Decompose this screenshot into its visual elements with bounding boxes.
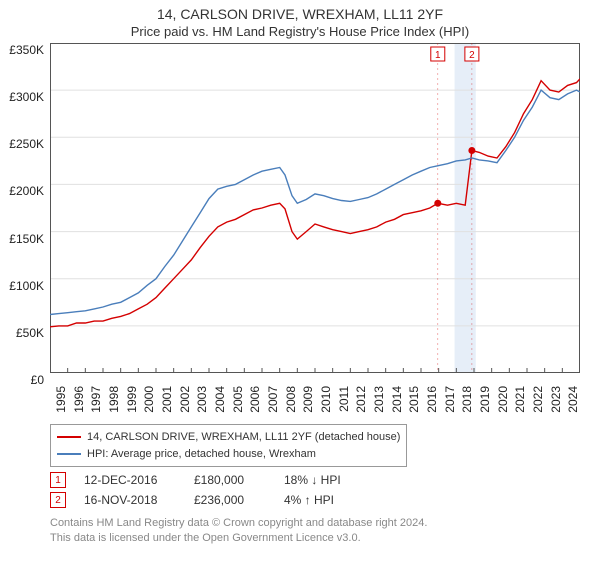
x-tick-label: 2003 xyxy=(195,386,209,413)
x-tick-label: 2014 xyxy=(390,386,404,413)
x-tick-label: 2009 xyxy=(301,386,315,413)
legend-label: 14, CARLSON DRIVE, WREXHAM, LL11 2YF (de… xyxy=(87,429,400,446)
x-tick-label: 1999 xyxy=(125,386,139,413)
event-delta: 4% ↑ HPI xyxy=(284,493,384,507)
y-tick-label: £50K xyxy=(16,326,44,340)
x-tick-label: 1996 xyxy=(72,386,86,413)
x-tick-label: 2020 xyxy=(496,386,510,413)
y-axis: £0£50K£100K£150K£200K£250K£300K£350K xyxy=(0,50,48,380)
footer-line1: Contains HM Land Registry data © Crown c… xyxy=(50,516,427,531)
chart-svg: 12 xyxy=(50,43,580,373)
x-tick-label: 2024 xyxy=(566,386,580,413)
legend-swatch xyxy=(57,436,81,438)
x-tick-label: 2019 xyxy=(478,386,492,413)
legend-label: HPI: Average price, detached house, Wrex… xyxy=(87,446,316,463)
legend: 14, CARLSON DRIVE, WREXHAM, LL11 2YF (de… xyxy=(50,424,407,467)
x-tick-label: 2002 xyxy=(178,386,192,413)
x-tick-label: 1995 xyxy=(54,386,68,413)
footer-line2: This data is licensed under the Open Gov… xyxy=(50,531,427,546)
event-price: £236,000 xyxy=(194,493,284,507)
x-tick-label: 2008 xyxy=(284,386,298,413)
x-tick-label: 2010 xyxy=(319,386,333,413)
event-row: 2 16-NOV-2018£236,0004% ↑ HPI xyxy=(50,492,384,508)
chart-title: 14, CARLSON DRIVE, WREXHAM, LL11 2YF xyxy=(0,6,600,22)
event-date: 16-NOV-2018 xyxy=(84,493,194,507)
x-tick-label: 2001 xyxy=(160,386,174,413)
x-tick-label: 2005 xyxy=(231,386,245,413)
x-tick-label: 2013 xyxy=(372,386,386,413)
event-row: 1 12-DEC-2016£180,00018% ↓ HPI xyxy=(50,472,384,488)
legend-item: 14, CARLSON DRIVE, WREXHAM, LL11 2YF (de… xyxy=(57,429,400,446)
x-tick-label: 2000 xyxy=(142,386,156,413)
y-tick-label: £350K xyxy=(9,43,44,57)
event-delta: 18% ↓ HPI xyxy=(284,473,384,487)
x-tick-label: 2006 xyxy=(248,386,262,413)
x-tick-label: 2011 xyxy=(337,386,351,412)
x-tick-label: 2016 xyxy=(425,386,439,413)
x-tick-label: 2023 xyxy=(549,386,563,413)
event-marker: 1 xyxy=(50,472,66,488)
x-tick-label: 2018 xyxy=(460,386,474,413)
legend-swatch xyxy=(57,453,81,455)
event-date: 12-DEC-2016 xyxy=(84,473,194,487)
legend-item: HPI: Average price, detached house, Wrex… xyxy=(57,446,400,463)
footer: Contains HM Land Registry data © Crown c… xyxy=(50,516,427,546)
y-tick-label: £150K xyxy=(9,232,44,246)
svg-text:1: 1 xyxy=(435,50,441,61)
x-tick-label: 2007 xyxy=(266,386,280,413)
y-tick-label: £200K xyxy=(9,184,44,198)
x-tick-label: 2004 xyxy=(213,386,227,413)
x-tick-label: 2017 xyxy=(443,386,457,413)
event-price: £180,000 xyxy=(194,473,284,487)
svg-text:2: 2 xyxy=(469,50,475,61)
x-tick-label: 2022 xyxy=(531,386,545,413)
x-tick-label: 2012 xyxy=(354,386,368,413)
y-tick-label: £100K xyxy=(9,279,44,293)
y-tick-label: £0 xyxy=(31,373,44,387)
plot-area: 12 xyxy=(50,43,600,373)
x-tick-label: 2015 xyxy=(407,386,421,413)
x-tick-label: 1998 xyxy=(107,386,121,413)
x-tick-label: 2021 xyxy=(513,386,527,413)
chart-subtitle: Price paid vs. HM Land Registry's House … xyxy=(0,24,600,39)
x-tick-label: 1997 xyxy=(89,386,103,413)
y-tick-label: £300K xyxy=(9,90,44,104)
y-tick-label: £250K xyxy=(9,137,44,151)
event-marker: 2 xyxy=(50,492,66,508)
events-table: 1 12-DEC-2016£180,00018% ↓ HPI 2 16-NOV-201… xyxy=(50,468,384,508)
